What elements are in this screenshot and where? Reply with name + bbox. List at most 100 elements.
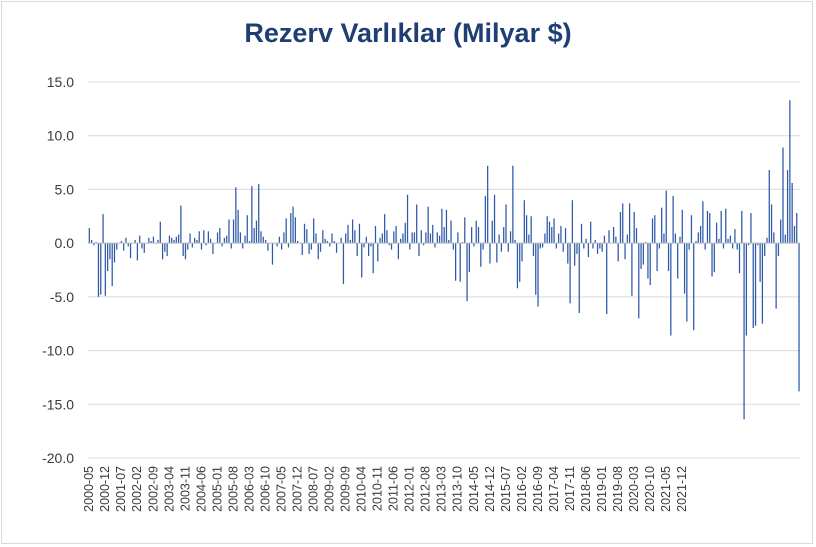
bar — [203, 230, 205, 244]
bar — [164, 243, 166, 252]
bar — [688, 243, 690, 250]
bar — [216, 232, 219, 244]
bar — [161, 243, 164, 260]
bar — [541, 243, 544, 248]
bar — [551, 227, 553, 244]
x-tick-label: 2012-08 — [419, 466, 433, 512]
bar — [725, 208, 727, 244]
bar — [223, 237, 226, 244]
bar — [503, 227, 505, 244]
x-tick-label: 2017-04 — [547, 466, 561, 512]
bar — [658, 243, 660, 249]
bar — [271, 243, 274, 265]
bar — [711, 243, 713, 277]
bar — [95, 242, 97, 244]
bar — [180, 205, 182, 244]
bar — [560, 225, 562, 244]
bar — [276, 243, 278, 247]
bar — [590, 221, 592, 244]
bar — [674, 233, 677, 244]
bar — [301, 243, 303, 255]
y-tick-label: 10.0 — [47, 128, 74, 144]
bar — [182, 243, 184, 257]
bar — [148, 237, 150, 244]
bar — [194, 237, 196, 244]
bar — [239, 232, 242, 244]
bar — [416, 204, 418, 244]
bar — [191, 243, 193, 248]
bar — [317, 243, 319, 260]
bar — [722, 243, 725, 249]
bar — [624, 243, 626, 260]
bar — [136, 243, 139, 261]
bar — [619, 211, 622, 244]
x-tick-label: 2012-01 — [403, 466, 417, 512]
bar — [548, 221, 551, 244]
bar — [775, 243, 777, 309]
bar — [100, 243, 102, 295]
bar — [374, 225, 377, 244]
bar — [454, 243, 457, 281]
bar — [287, 243, 290, 248]
x-tick-label: 2010-04 — [355, 466, 369, 512]
bar — [784, 234, 786, 244]
bar — [388, 243, 390, 246]
bar — [482, 243, 484, 250]
bar — [260, 231, 262, 244]
x-tick-label: 2006-03 — [242, 466, 256, 512]
bar — [427, 206, 429, 244]
bar — [129, 243, 132, 259]
bar — [491, 220, 493, 244]
bar — [645, 242, 647, 244]
bar — [546, 216, 548, 244]
bar — [434, 243, 436, 248]
bar — [404, 222, 406, 244]
bar — [473, 243, 475, 247]
x-tick-label: 2013-10 — [451, 466, 465, 512]
bar — [496, 243, 498, 263]
bar — [736, 243, 738, 250]
bar — [729, 235, 731, 244]
bar — [397, 243, 400, 260]
bar — [466, 243, 468, 302]
bar — [370, 243, 372, 247]
bar — [367, 243, 370, 257]
bar — [681, 209, 683, 244]
bar — [244, 235, 246, 244]
x-tick-label: 2010-11 — [371, 466, 385, 511]
bar — [599, 243, 601, 249]
bar — [262, 236, 264, 244]
bar — [715, 222, 718, 244]
bar — [718, 238, 720, 244]
bar — [741, 210, 743, 244]
bar — [709, 213, 711, 244]
bar — [251, 186, 253, 244]
bar — [168, 235, 171, 244]
bar — [326, 240, 329, 244]
bar — [475, 220, 477, 244]
x-tick-label: 2019-01 — [595, 466, 609, 512]
x-tick-label: 2018-06 — [579, 466, 593, 512]
bar — [592, 243, 594, 249]
x-tick-label: 2002-09 — [146, 466, 160, 512]
bar — [448, 239, 450, 244]
bar — [292, 206, 294, 244]
bar — [393, 231, 395, 244]
x-tick-label: 2000-05 — [82, 466, 96, 512]
x-tick-label: 2006-10 — [258, 466, 272, 512]
bar — [780, 219, 782, 244]
bar — [152, 236, 155, 244]
x-tick-label: 2009-02 — [323, 466, 337, 512]
bar — [390, 243, 393, 250]
bar — [699, 225, 702, 244]
bar — [333, 240, 335, 244]
bar — [365, 236, 367, 244]
bar — [521, 243, 523, 262]
bar — [528, 234, 530, 244]
bar — [409, 243, 411, 250]
bar — [411, 232, 413, 244]
bar — [732, 243, 734, 249]
bar — [706, 210, 709, 244]
bar — [484, 195, 487, 244]
bar — [361, 243, 363, 278]
